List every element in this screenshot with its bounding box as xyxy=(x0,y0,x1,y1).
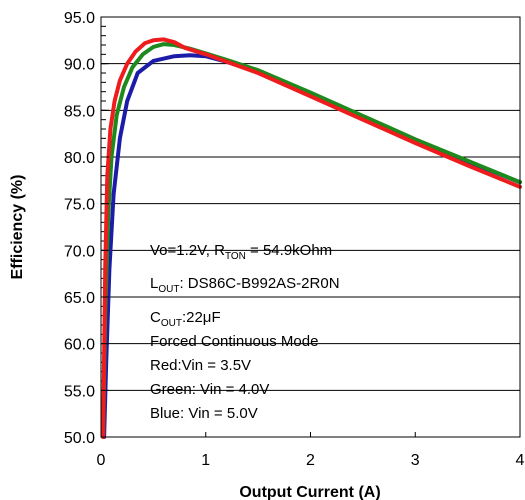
y-tick-label-8: 90.0 xyxy=(64,57,95,74)
annotation-line-red: Red:Vin = 3.5V xyxy=(150,357,251,374)
tick-labels: 50.0 55.0 60.0 65.0 70.0 75.0 80.0 85.0 90.0 95.0… xyxy=(64,10,525,469)
x-tick-label-2: 2 xyxy=(306,452,315,469)
y-tick-label-2: 60.0 xyxy=(64,337,95,354)
y-tick-label-0: 50.0 xyxy=(64,430,95,447)
x-tick-label-1: 1 xyxy=(201,452,210,469)
x-tick-label-3: 3 xyxy=(411,452,420,469)
y-tick-label-3: 65.0 xyxy=(64,290,95,307)
y-tick-label-9: 95.0 xyxy=(64,10,95,27)
annotation-line-lout: LOUT: DS86C-B992AS-2R0N xyxy=(150,275,340,295)
annotation-line-green: Green: Vin = 4.0V xyxy=(150,381,269,398)
y-tick-label-6: 80.0 xyxy=(64,150,95,167)
series-line-green xyxy=(101,42,522,439)
x-tick-label-4: 4 xyxy=(516,452,525,469)
x-axis-title: Output Current (A) xyxy=(239,484,380,500)
y-tick-label-7: 85.0 xyxy=(64,103,95,120)
annotation-line-mode: Forced Continuous Mode xyxy=(150,333,318,350)
x-tick-label-0: 0 xyxy=(97,452,106,469)
data-series xyxy=(101,37,522,439)
plot-area-border xyxy=(100,16,521,438)
test-conditions-annotation: Vo=1.2V, RTON = 54.9kOhm LOUT: DS86C-B99… xyxy=(150,242,340,422)
annotation-line-cout: COUT:22μF xyxy=(150,309,221,329)
y-tick-label-1: 55.0 xyxy=(64,383,95,400)
grid-lines xyxy=(101,16,520,438)
y-axis-title: Efficiency (%) xyxy=(9,175,26,280)
annotation-line-vo-rton: Vo=1.2V, RTON = 54.9kOhm xyxy=(150,242,332,262)
y-tick-label-4: 70.0 xyxy=(64,243,95,260)
annotation-line-blue: Blue: Vin = 5.0V xyxy=(150,405,258,422)
y-tick-label-5: 75.0 xyxy=(64,197,95,214)
series-line-red xyxy=(101,37,522,439)
